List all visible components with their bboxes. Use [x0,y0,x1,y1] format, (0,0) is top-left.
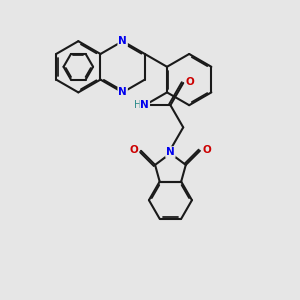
Text: O: O [186,77,194,87]
Text: N: N [140,100,149,110]
Text: O: O [130,145,138,154]
Text: N: N [118,36,127,46]
Text: N: N [166,147,175,157]
Text: N: N [118,87,127,98]
Text: O: O [202,145,211,154]
Text: H: H [134,100,141,110]
